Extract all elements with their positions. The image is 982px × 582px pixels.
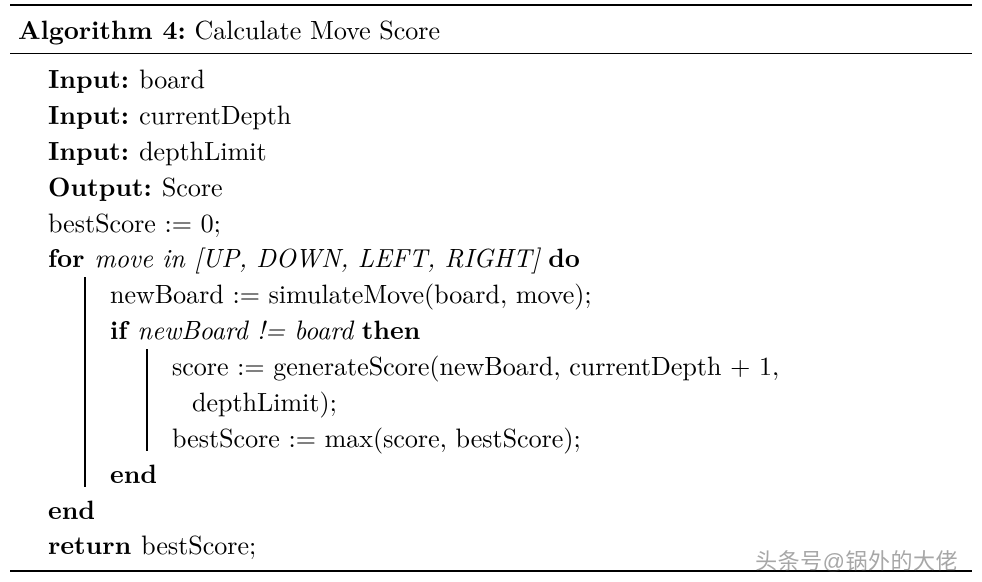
return-keyword: return [48,525,141,562]
algorithm-label: Algorithm 4: [18,10,186,47]
for-condition: move in [UP, DOWN, LEFT, RIGHT] [94,238,539,275]
for-block: newBoard := simulateMove(board, move); i… [84,275,972,490]
score-line-2: depthLimit); [172,383,972,419]
do-keyword: do [548,238,580,275]
input-keyword: Input: [48,95,139,132]
input-line: Input: currentDepth [10,96,972,132]
init-line: bestScore := 0; [10,204,972,240]
end-for: end [10,491,972,527]
score-line-1: score := generateScore(newBoard, current… [172,347,972,383]
output-keyword: Output: [48,167,162,204]
input-line: Input: depthLimit [10,132,972,168]
if-block: score := generateScore(newBoard, current… [146,347,972,455]
if-keyword: if [110,310,137,347]
if-header: if newBoard != board then [110,311,972,347]
for-header: for move in [UP, DOWN, LEFT, RIGHT] do [10,239,972,275]
algorithm-box: Algorithm 4: Calculate Move Score Input:… [10,4,972,572]
if-condition: newBoard != board [137,310,353,347]
simulate-line: newBoard := simulateMove(board, move); [110,275,972,311]
input-value: depthLimit [139,131,267,168]
input-keyword: Input: [48,59,139,96]
input-value: board [139,59,205,96]
input-line: Input: board [10,60,972,96]
algorithm-body: Input: board Input: currentDepth Input: … [10,54,972,570]
end-if: end [110,455,972,491]
input-keyword: Input: [48,131,139,168]
output-value: Score [162,167,223,204]
best-line: bestScore := max(score, bestScore); [172,419,972,455]
return-value: bestScore; [141,525,256,562]
output-line: Output: Score [10,168,972,204]
then-keyword: then [362,310,421,347]
for-keyword: for [48,238,94,275]
algorithm-title-row: Algorithm 4: Calculate Move Score [10,6,972,54]
input-value: currentDepth [139,95,291,132]
return-line: return bestScore; [10,526,972,562]
algorithm-title: Calculate Move Score [194,10,440,47]
